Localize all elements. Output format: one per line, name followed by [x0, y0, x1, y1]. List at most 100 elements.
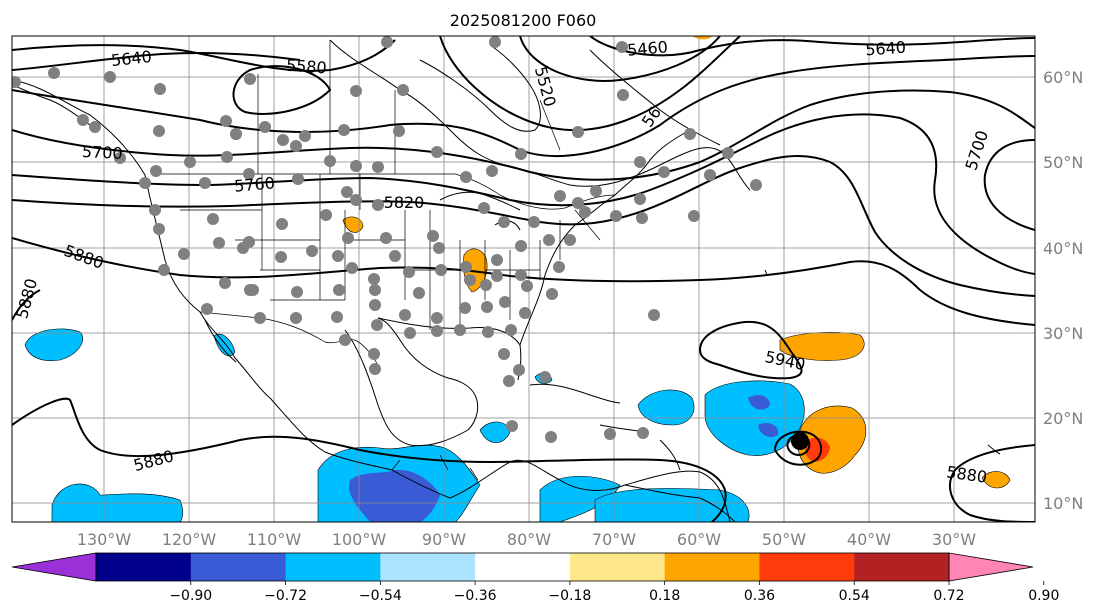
contour-label-5580: 5580 [285, 56, 327, 78]
latitude-labels: 60°N 50°N 40°N 30°N 20°N 10°N [1043, 68, 1083, 513]
colorbar-outline [95, 552, 950, 582]
station-dot [464, 274, 476, 286]
station-dot [435, 264, 447, 276]
colorbar-segment [190, 553, 287, 581]
colorbar-tick-label: 0.18 [649, 588, 680, 604]
contour-label-5640-east: 5640 [865, 38, 907, 60]
station-dot [515, 269, 527, 281]
contour-5700 [12, 89, 1035, 181]
colorbar-tick-label: −0.90 [169, 588, 212, 604]
station-dot [543, 234, 555, 246]
station-dot [254, 312, 266, 324]
station-dot [684, 128, 696, 140]
station-dot [515, 148, 527, 160]
contour-5820 [12, 155, 1035, 297]
station-dot [688, 210, 700, 222]
station-dot [433, 242, 445, 254]
station-dot [427, 230, 439, 242]
purple-area-atlantic-2 [758, 423, 779, 438]
station-dot [579, 206, 591, 218]
colorbar-tick-label: −0.72 [264, 588, 307, 604]
station-dot [338, 124, 350, 136]
station-dot [219, 277, 231, 289]
contour-label-5820: 5820 [384, 193, 425, 212]
contour-5520 [439, 36, 741, 132]
station-dot [350, 194, 362, 206]
station-dot [431, 325, 443, 337]
coast-labrador [589, 49, 721, 146]
station-dot [545, 431, 557, 443]
lat-label: 10°N [1043, 494, 1083, 513]
contour-5880-south [12, 397, 727, 522]
colorbar-segment [380, 553, 476, 581]
station-dot [381, 36, 393, 48]
coast-baja [204, 319, 237, 363]
station-dot [372, 199, 384, 211]
station-dot [553, 261, 565, 273]
borders [158, 40, 616, 481]
station-dot [331, 311, 343, 323]
orange-area-plains [342, 216, 364, 233]
station-dot [397, 84, 409, 96]
coast-cuba [529, 383, 621, 404]
station-dot [89, 121, 101, 133]
station-dot [341, 186, 353, 198]
station-dot [149, 204, 161, 216]
lon-label: 110°W [247, 530, 302, 549]
colorbar-segment [569, 553, 666, 581]
lon-label: 80°W [507, 530, 551, 549]
station-dot [292, 173, 304, 185]
station-dot [333, 284, 345, 296]
station-dot [637, 427, 649, 439]
station-dot [554, 190, 566, 202]
colorbar-segment [664, 553, 760, 581]
station-dot [230, 128, 242, 140]
border-us-mexico [199, 311, 379, 366]
station-dot [393, 125, 405, 137]
blue-area-atlantic-1 [637, 389, 695, 426]
station-dot [546, 288, 558, 300]
station-dot [572, 197, 584, 209]
longitude-labels: 130°W 120°W 110°W 100°W 90°W 80°W 70°W 60°W 50°W… [77, 530, 976, 549]
colorbar-segment [759, 553, 855, 581]
station-dot [259, 121, 271, 133]
station-dot [350, 160, 362, 172]
coast-south-america [624, 484, 736, 522]
station-dot [539, 371, 551, 383]
lon-label: 100°W [332, 530, 387, 549]
lat-label: 30°N [1043, 324, 1083, 343]
station-dot [617, 89, 629, 101]
station-dot [207, 213, 219, 225]
orange-area-far-east [981, 471, 1011, 489]
station-dot [636, 212, 648, 224]
station-dot [380, 232, 392, 244]
station-dot [403, 266, 415, 278]
station-dot [150, 165, 162, 177]
station-dot [481, 301, 493, 313]
station-dot [139, 177, 151, 189]
station-dot [339, 334, 351, 346]
contour-5700-east [983, 139, 1035, 231]
station-dot [153, 125, 165, 137]
station-dot [158, 264, 170, 276]
station-dot [404, 327, 416, 339]
station-dot [372, 161, 384, 173]
station-dot [634, 193, 646, 205]
contour-label-5460: 5460 [626, 37, 668, 59]
blue-area-mexico-gulf [479, 421, 511, 443]
station-dot [486, 165, 498, 177]
station-dot [371, 319, 383, 331]
lat-label: 40°N [1043, 239, 1083, 258]
station-dot [275, 251, 287, 263]
colorbar-extend-high [948, 552, 1034, 582]
colorbar-tick-label: −0.36 [454, 588, 497, 604]
station-dot [213, 237, 225, 249]
border-central-america [391, 454, 479, 481]
colorbar-segment [475, 553, 571, 581]
station-dot [491, 270, 503, 282]
station-dot [201, 303, 213, 315]
station-dot [368, 348, 380, 360]
station-dot [220, 115, 232, 127]
station-dot [489, 36, 501, 48]
station-dot [528, 216, 540, 228]
